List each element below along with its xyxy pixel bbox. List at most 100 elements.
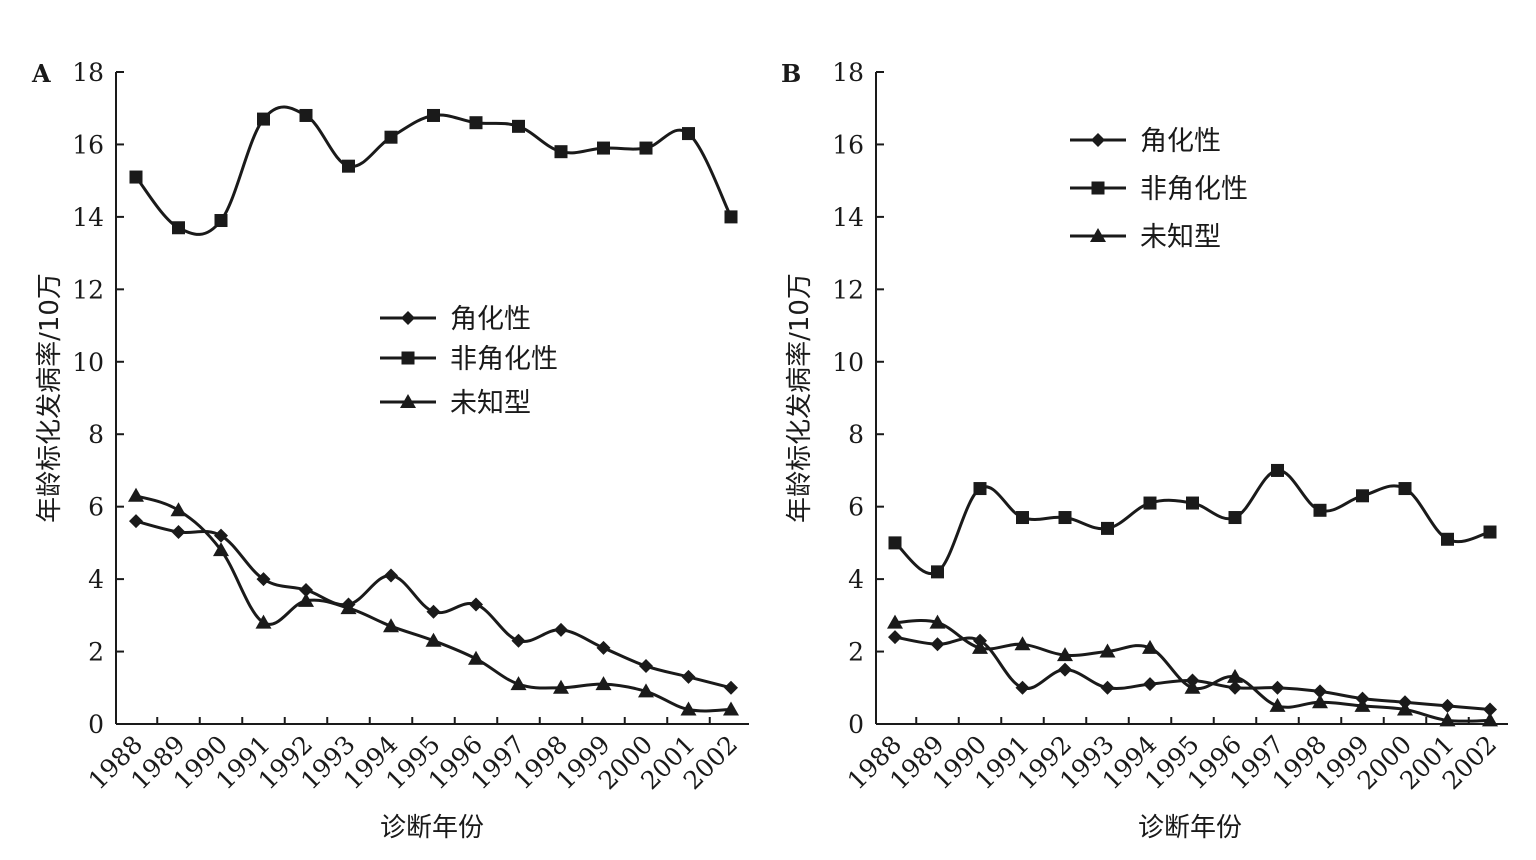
series-diamond <box>129 514 738 695</box>
y-tick-label: 10 <box>72 348 104 377</box>
data-point-triangle <box>213 542 229 557</box>
data-point-square <box>597 141 610 155</box>
legend-marker-square <box>401 351 415 365</box>
y-tick-label: 16 <box>832 130 864 159</box>
data-point-triangle <box>972 639 988 654</box>
y-tick-label: 4 <box>88 565 104 594</box>
data-point-triangle <box>1482 712 1498 727</box>
data-point-square <box>172 221 185 235</box>
y-tick-label: 12 <box>72 275 104 304</box>
data-point-diamond <box>1058 662 1072 677</box>
data-point-diamond <box>724 680 738 695</box>
legend-marker-square <box>1091 181 1105 195</box>
y-tick-label: 14 <box>72 203 104 232</box>
y-tick-label: 0 <box>848 710 864 739</box>
data-point-square <box>682 127 695 141</box>
legend-label: 未知型 <box>450 388 531 419</box>
data-point-diamond <box>1143 677 1157 692</box>
data-point-diamond <box>469 597 483 612</box>
data-point-diamond <box>888 630 902 645</box>
x-axis-label: 诊断年份 <box>380 813 484 843</box>
data-point-triangle <box>638 683 654 698</box>
data-point-diamond <box>681 669 696 684</box>
data-point-triangle <box>1439 712 1456 727</box>
data-point-diamond <box>1313 684 1327 699</box>
y-axis-label: 年龄标化发病率/10万 <box>785 273 815 523</box>
series-line-triangle <box>894 619 1491 723</box>
x-axis-label: 诊断年份 <box>1138 813 1242 843</box>
data-point-triangle <box>1184 679 1201 694</box>
data-point-triangle <box>383 618 399 633</box>
series-square <box>129 105 738 236</box>
data-point-square <box>1398 482 1412 496</box>
data-point-triangle <box>1142 639 1158 654</box>
data-point-square <box>512 119 525 133</box>
data-point-square <box>1483 525 1497 539</box>
series-square <box>888 463 1497 579</box>
data-point-square <box>469 116 483 130</box>
data-point-diamond <box>1483 702 1497 717</box>
data-point-square <box>427 108 440 122</box>
y-tick-label: 2 <box>848 638 864 667</box>
data-point-triangle <box>1269 697 1286 712</box>
data-point-triangle <box>1312 694 1328 709</box>
data-point-square <box>257 112 270 126</box>
data-point-square <box>384 130 398 144</box>
data-point-triangle <box>723 701 739 716</box>
data-point-diamond <box>930 637 945 652</box>
data-point-square <box>1016 511 1029 525</box>
data-point-triangle <box>1397 701 1413 716</box>
data-point-square <box>129 170 143 184</box>
series-triangle <box>128 487 739 716</box>
data-point-triangle <box>1227 668 1243 683</box>
data-point-triangle <box>298 592 314 607</box>
data-point-triangle <box>425 632 442 647</box>
legend-entry-triangle: 未知型 <box>380 388 531 419</box>
y-tick-label: 18 <box>832 58 864 87</box>
data-point-square <box>1356 489 1369 503</box>
y-tick-label: 6 <box>88 493 104 522</box>
legend-marker-triangle <box>400 394 416 408</box>
y-tick-label: 16 <box>72 130 104 159</box>
legend-entry-diamond: 角化性 <box>1070 126 1221 157</box>
data-point-diamond <box>299 582 313 597</box>
data-point-triangle <box>1354 697 1371 712</box>
data-point-triangle <box>553 679 569 694</box>
y-tick-label: 8 <box>848 420 864 449</box>
y-tick-label: 0 <box>88 710 104 739</box>
data-point-square <box>931 565 944 579</box>
data-point-square <box>1186 496 1199 510</box>
data-point-diamond <box>171 525 186 540</box>
data-point-triangle <box>128 487 144 502</box>
data-point-diamond <box>129 514 143 529</box>
data-point-triangle <box>170 502 187 517</box>
data-point-square <box>214 214 228 228</box>
panel-a: A024681012141618198819891990199119921993… <box>31 58 749 843</box>
data-point-triangle <box>929 614 946 629</box>
data-point-square <box>1228 511 1242 525</box>
data-point-triangle <box>887 614 903 629</box>
y-tick-label: 8 <box>88 420 104 449</box>
data-point-diamond <box>511 633 526 648</box>
legend-marker-triangle <box>1090 228 1106 242</box>
series-diamond <box>888 630 1497 717</box>
legend-marker-diamond <box>1091 133 1105 147</box>
data-point-triangle <box>680 701 697 716</box>
data-point-diamond <box>256 572 271 587</box>
data-point-square <box>973 482 987 496</box>
legend-label: 未知型 <box>1140 222 1221 253</box>
legend-entry-diamond: 角化性 <box>380 304 531 335</box>
data-point-diamond <box>1228 680 1242 695</box>
y-tick-label: 18 <box>72 58 104 87</box>
y-tick-label: 2 <box>88 638 104 667</box>
series-line-diamond <box>135 519 732 690</box>
data-point-square <box>1143 496 1157 510</box>
panel-label: B <box>781 59 801 88</box>
y-axis-label: 年龄标化发病率/10万 <box>35 273 65 523</box>
data-point-square <box>1058 511 1072 525</box>
data-point-triangle <box>595 676 612 691</box>
data-point-square <box>1101 521 1114 535</box>
data-point-triangle <box>255 614 272 629</box>
legend-label: 角化性 <box>1140 126 1221 157</box>
series-line-triangle <box>135 494 732 713</box>
